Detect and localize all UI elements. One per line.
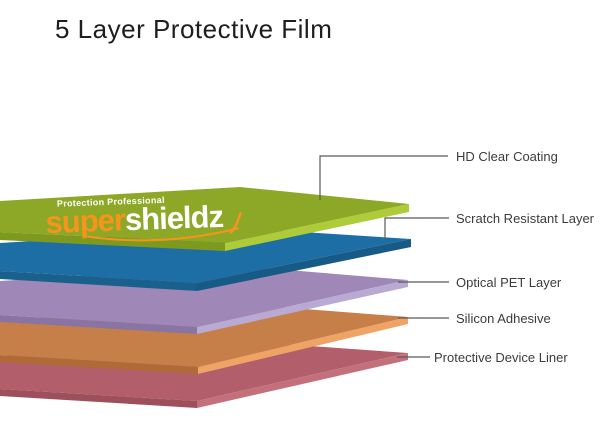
slab-front-left-face <box>0 315 197 334</box>
callout-line-hd-clear-coating <box>319 155 448 200</box>
slab-front-right-face <box>197 239 411 291</box>
slab-front-right-face <box>197 280 408 334</box>
slab-front-left-face <box>0 389 197 408</box>
layer-slab-hd-clear-coating <box>0 187 409 251</box>
slab-front-left-face <box>0 232 225 251</box>
slab-front-right-face <box>197 353 408 408</box>
label-hd-clear-coating: HD Clear Coating <box>456 149 558 164</box>
slab-front-right-face <box>198 317 408 374</box>
logo-wordmark-shieldz: shieldz <box>124 199 224 237</box>
label-scratch-resistant-layer: Scratch Resistant Layer <box>456 211 595 226</box>
label-optical-pet-layer: Optical PET Layer <box>456 275 562 290</box>
logo-tagline: Protection Professional <box>57 195 165 209</box>
callout-line-scratch-resistant-layer <box>384 217 449 240</box>
label-silicon-adhesive: Silicon Adhesive <box>456 311 551 326</box>
brand-logo: Protection Professional supershieldz <box>45 195 242 242</box>
logo-accent-stroke <box>229 212 242 234</box>
label-protective-device-liner: Protective Device Liner <box>434 350 568 365</box>
logo-swoosh <box>87 227 239 242</box>
slab-front-left-face <box>0 355 198 374</box>
slab-front-left-face <box>0 271 197 291</box>
logo-wordmark-super: super <box>45 202 127 240</box>
page-title: 5 Layer Protective Film <box>55 14 333 44</box>
slab-top-face <box>0 187 409 243</box>
slab-front-right-face <box>225 204 409 251</box>
logo-wordmark: supershieldz <box>45 199 224 240</box>
